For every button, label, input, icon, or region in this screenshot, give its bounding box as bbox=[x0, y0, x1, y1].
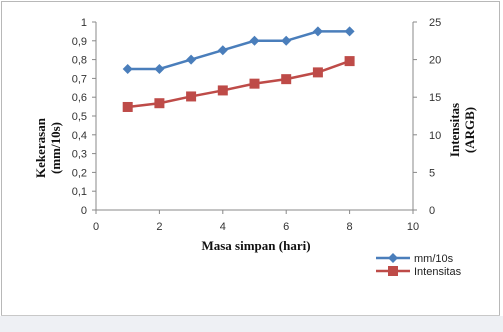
legend-label: Intensitas bbox=[414, 266, 462, 278]
left-tick-label: 0,7 bbox=[72, 73, 87, 85]
right-tick-label: 10 bbox=[429, 130, 441, 142]
data-point bbox=[217, 85, 228, 96]
legend-marker bbox=[388, 266, 398, 276]
right-tick-label: 0 bbox=[429, 205, 435, 217]
left-tick-label: 0,5 bbox=[72, 111, 87, 123]
left-tick-label: 0,1 bbox=[72, 186, 87, 198]
left-tick-label: 0,8 bbox=[72, 55, 87, 67]
legend-marker bbox=[388, 253, 398, 263]
data-point bbox=[217, 45, 228, 56]
frame-bottom-strip bbox=[0, 316, 503, 332]
data-point bbox=[249, 35, 260, 46]
left-tick-label: 0,6 bbox=[72, 92, 87, 104]
data-point bbox=[186, 54, 197, 65]
data-point bbox=[281, 74, 292, 85]
data-point bbox=[312, 67, 323, 78]
right-tick-label: 25 bbox=[429, 17, 441, 29]
series-line bbox=[127, 30, 350, 71]
data-point bbox=[344, 56, 355, 67]
data-point bbox=[344, 26, 355, 37]
data-point bbox=[312, 26, 323, 37]
series-group bbox=[122, 26, 355, 112]
right-tick-label: 20 bbox=[429, 55, 441, 67]
legend-label: mm/10s bbox=[414, 253, 454, 265]
left-tick-label: 1 bbox=[81, 17, 87, 29]
left-tick-label: 0,2 bbox=[72, 167, 87, 179]
frame-divider bbox=[1, 315, 500, 316]
left-axis-title-line2: (mm/10s) bbox=[48, 122, 63, 174]
x-axis-title: Masa simpan (hari) bbox=[201, 238, 310, 253]
right-axis-title-line2: (ARGB) bbox=[462, 107, 477, 153]
left-tick-label: 0 bbox=[81, 205, 87, 217]
left-tick-label: 0,9 bbox=[72, 36, 87, 48]
right-tick-label: 5 bbox=[429, 167, 435, 179]
right-tick-label: 15 bbox=[429, 92, 441, 104]
x-tick-label: 0 bbox=[93, 221, 99, 233]
x-tick-label: 8 bbox=[347, 221, 353, 233]
data-point bbox=[122, 101, 133, 112]
data-point bbox=[122, 64, 133, 74]
axes-group: 00,10,20,30,40,50,60,70,80,9105101520250… bbox=[72, 17, 442, 233]
series-line bbox=[127, 59, 351, 109]
x-tick-label: 6 bbox=[283, 221, 289, 233]
data-point bbox=[154, 64, 165, 74]
x-tick-label: 2 bbox=[156, 221, 162, 233]
data-point bbox=[281, 35, 292, 46]
data-point bbox=[186, 91, 197, 102]
x-tick-label: 10 bbox=[407, 221, 419, 233]
left-axis-title-line1: Kekerasan bbox=[33, 117, 48, 178]
right-axis-title-line1: Intensitas bbox=[447, 103, 462, 157]
data-point bbox=[154, 98, 165, 109]
left-tick-label: 0,3 bbox=[72, 149, 87, 161]
left-tick-label: 0,4 bbox=[72, 130, 87, 142]
data-point bbox=[249, 78, 260, 89]
x-tick-label: 4 bbox=[220, 221, 226, 233]
